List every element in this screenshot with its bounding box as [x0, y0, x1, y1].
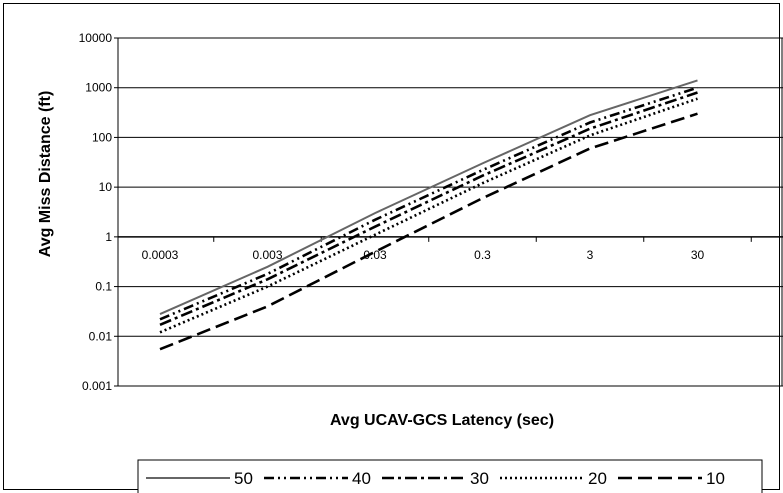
legend-label-40: 40: [352, 469, 371, 488]
y-tick-label: 10000: [79, 31, 113, 45]
legend-label-20: 20: [588, 469, 607, 488]
y-axis-title: Avg Miss Distance (ft): [37, 91, 54, 258]
series-line-50: [159, 79, 698, 316]
x-tick-labels: 0.0003 0.003 0.03 0.3 3 30: [142, 248, 705, 262]
y-tick-label: 0.01: [89, 329, 113, 343]
y-tick-label: 1000: [85, 81, 112, 95]
x-tick-label: 30: [691, 248, 705, 262]
axes: [114, 37, 783, 387]
series-line-30: [159, 91, 698, 326]
x-tick-label: 3: [587, 248, 594, 262]
x-tick-label: 0.3: [474, 248, 491, 262]
x-axis-title: Avg UCAV-GCS Latency (sec): [330, 412, 554, 429]
legend-box: [137, 459, 763, 493]
y-tick-label: 100: [92, 130, 112, 144]
series-line-20: [159, 97, 698, 334]
y-tick-label: 0.1: [95, 280, 112, 294]
series-line-10: [159, 112, 698, 351]
y-tick-label: 0.001: [82, 379, 112, 393]
x-tick-label: 0.0003: [142, 248, 179, 262]
legend-label-30: 30: [470, 469, 489, 488]
y-tick-labels: 0.001 0.01 0.1 1 10 100 1000 10000: [79, 31, 113, 393]
y-tick-label: 1: [105, 230, 112, 244]
y-tick-label: 10: [99, 180, 113, 194]
series-line-40: [159, 86, 698, 321]
gridlines: [118, 37, 783, 387]
data-series: [159, 79, 698, 351]
legend-label-10: 10: [706, 469, 725, 488]
x-tick-label: 0.003: [252, 248, 282, 262]
legend-label-50: 50: [234, 469, 253, 488]
legend: 50 40 30 20 10: [137, 459, 763, 493]
x-tick-label: 0.03: [363, 248, 387, 262]
chart-frame: [3, 3, 780, 490]
